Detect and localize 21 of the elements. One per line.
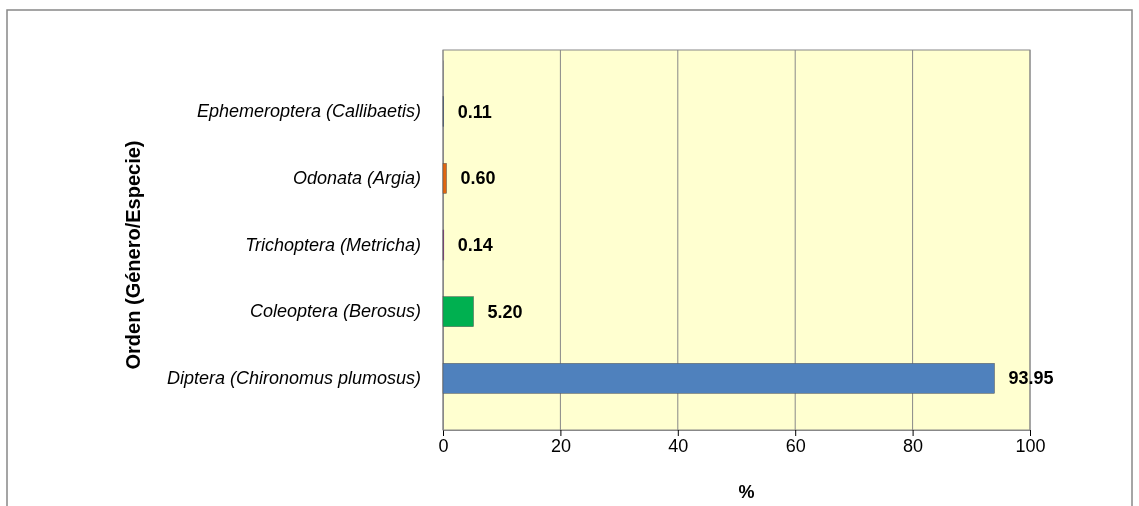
y-tick-label: Ephemeroptera (Callibaetis) bbox=[196, 101, 421, 122]
x-tick-label: 0 bbox=[438, 435, 449, 456]
bar bbox=[442, 363, 995, 394]
y-tick-label: Coleoptera (Berosus) bbox=[249, 301, 421, 322]
x-axis-title: % bbox=[738, 482, 755, 502]
x-tick-label: 40 bbox=[668, 435, 689, 456]
y-tick-label: Odonata (Argia) bbox=[292, 168, 421, 189]
y-tick-label: Trichoptera (Metricha) bbox=[245, 234, 421, 255]
x-tick-label: 60 bbox=[785, 435, 806, 456]
data-label: 5.20 bbox=[487, 301, 523, 322]
data-label: 0.60 bbox=[460, 168, 496, 189]
data-label: 0.14 bbox=[457, 235, 493, 255]
x-tick-label: 80 bbox=[903, 435, 924, 456]
y-axis-title: Orden (Género/Especie) bbox=[122, 140, 144, 370]
data-label: 93.95 bbox=[1008, 368, 1054, 389]
y-tick-label: Diptera (Chironomus plumosus) bbox=[166, 368, 421, 389]
bar bbox=[442, 163, 447, 194]
data-label: 0.11 bbox=[457, 101, 492, 122]
bar bbox=[442, 296, 474, 327]
x-tick-label: 100 bbox=[1015, 435, 1046, 456]
x-tick-label: 20 bbox=[550, 435, 571, 456]
